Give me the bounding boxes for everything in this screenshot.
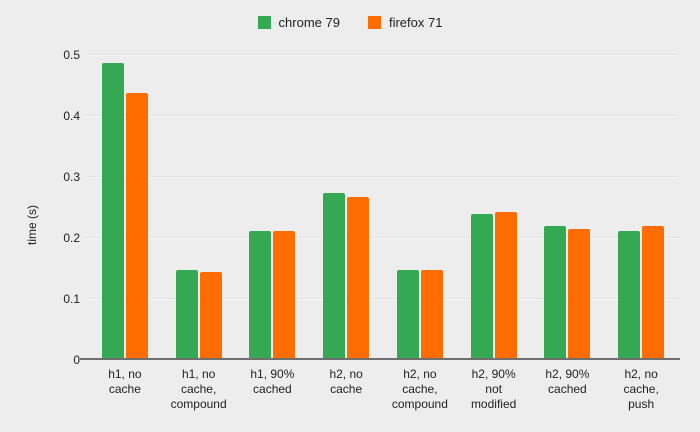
legend-label-firefox: firefox 71 xyxy=(388,15,443,30)
bar-chrome-79 xyxy=(544,226,567,360)
bar-group xyxy=(309,55,383,360)
x-axis-labels: h1, no cache h1, no cache, compound h1, 90… xyxy=(88,367,678,412)
y-tick-label: 0.1 xyxy=(63,292,80,306)
bar-group xyxy=(531,55,605,360)
x-axis-label: h1, no cache, compound xyxy=(170,367,227,411)
x-axis-label: h1, no cache xyxy=(108,367,142,396)
bar-firefox-71 xyxy=(347,196,370,360)
bar-chrome-79 xyxy=(323,193,346,360)
bar-group xyxy=(162,55,236,360)
legend-label-chrome: chrome 79 xyxy=(278,15,340,30)
bar-firefox-71 xyxy=(494,212,517,360)
bar-chrome-79 xyxy=(618,230,641,360)
y-tick-label: 0.2 xyxy=(63,231,80,245)
bar-firefox-71 xyxy=(568,229,591,360)
gridline xyxy=(86,298,678,300)
legend-swatch-chrome xyxy=(257,16,271,29)
legend-item-firefox: firefox 71 xyxy=(367,15,443,30)
legend-item-chrome: chrome 79 xyxy=(257,15,340,30)
legend-swatch-firefox xyxy=(367,16,381,29)
bar-group xyxy=(236,55,310,360)
x-axis-label: h2, no cache, push xyxy=(623,367,659,411)
bar-chrome-79 xyxy=(101,62,124,360)
y-tick-label: 0 xyxy=(73,353,80,367)
bar-chrome-79 xyxy=(470,214,493,360)
bar-firefox-71 xyxy=(642,226,665,360)
x-axis-line xyxy=(80,358,680,360)
gridline xyxy=(86,237,678,239)
legend: chrome 79 firefox 71 xyxy=(0,15,700,30)
y-tick-label: 0.4 xyxy=(63,109,80,123)
bar-firefox-71 xyxy=(273,230,296,360)
y-tick-label: 0.3 xyxy=(63,170,80,184)
bar-firefox-71 xyxy=(420,270,443,360)
bar-chrome-79 xyxy=(396,270,419,360)
bar-chrome-79 xyxy=(175,270,198,360)
x-axis-label: h1, 90% cached xyxy=(250,367,295,396)
gridline xyxy=(86,54,678,56)
bar-chrome-79 xyxy=(249,231,272,360)
bar-group xyxy=(383,55,457,360)
bar-firefox-71 xyxy=(199,271,222,360)
gridline xyxy=(86,115,678,117)
x-axis-label: h2, 90% not modified xyxy=(470,367,517,411)
y-tick-label: 0.5 xyxy=(63,48,80,62)
bar-firefox-71 xyxy=(125,92,148,360)
x-axis-label: h2, 90% cached xyxy=(545,367,590,396)
bar-group xyxy=(88,55,162,360)
bars xyxy=(88,55,678,360)
bar-group xyxy=(457,55,531,360)
x-axis-label: h2, no cache, compound xyxy=(391,367,448,411)
x-axis-label: h2, no cache xyxy=(329,367,363,396)
bar-group xyxy=(604,55,678,360)
gridline xyxy=(86,176,678,178)
